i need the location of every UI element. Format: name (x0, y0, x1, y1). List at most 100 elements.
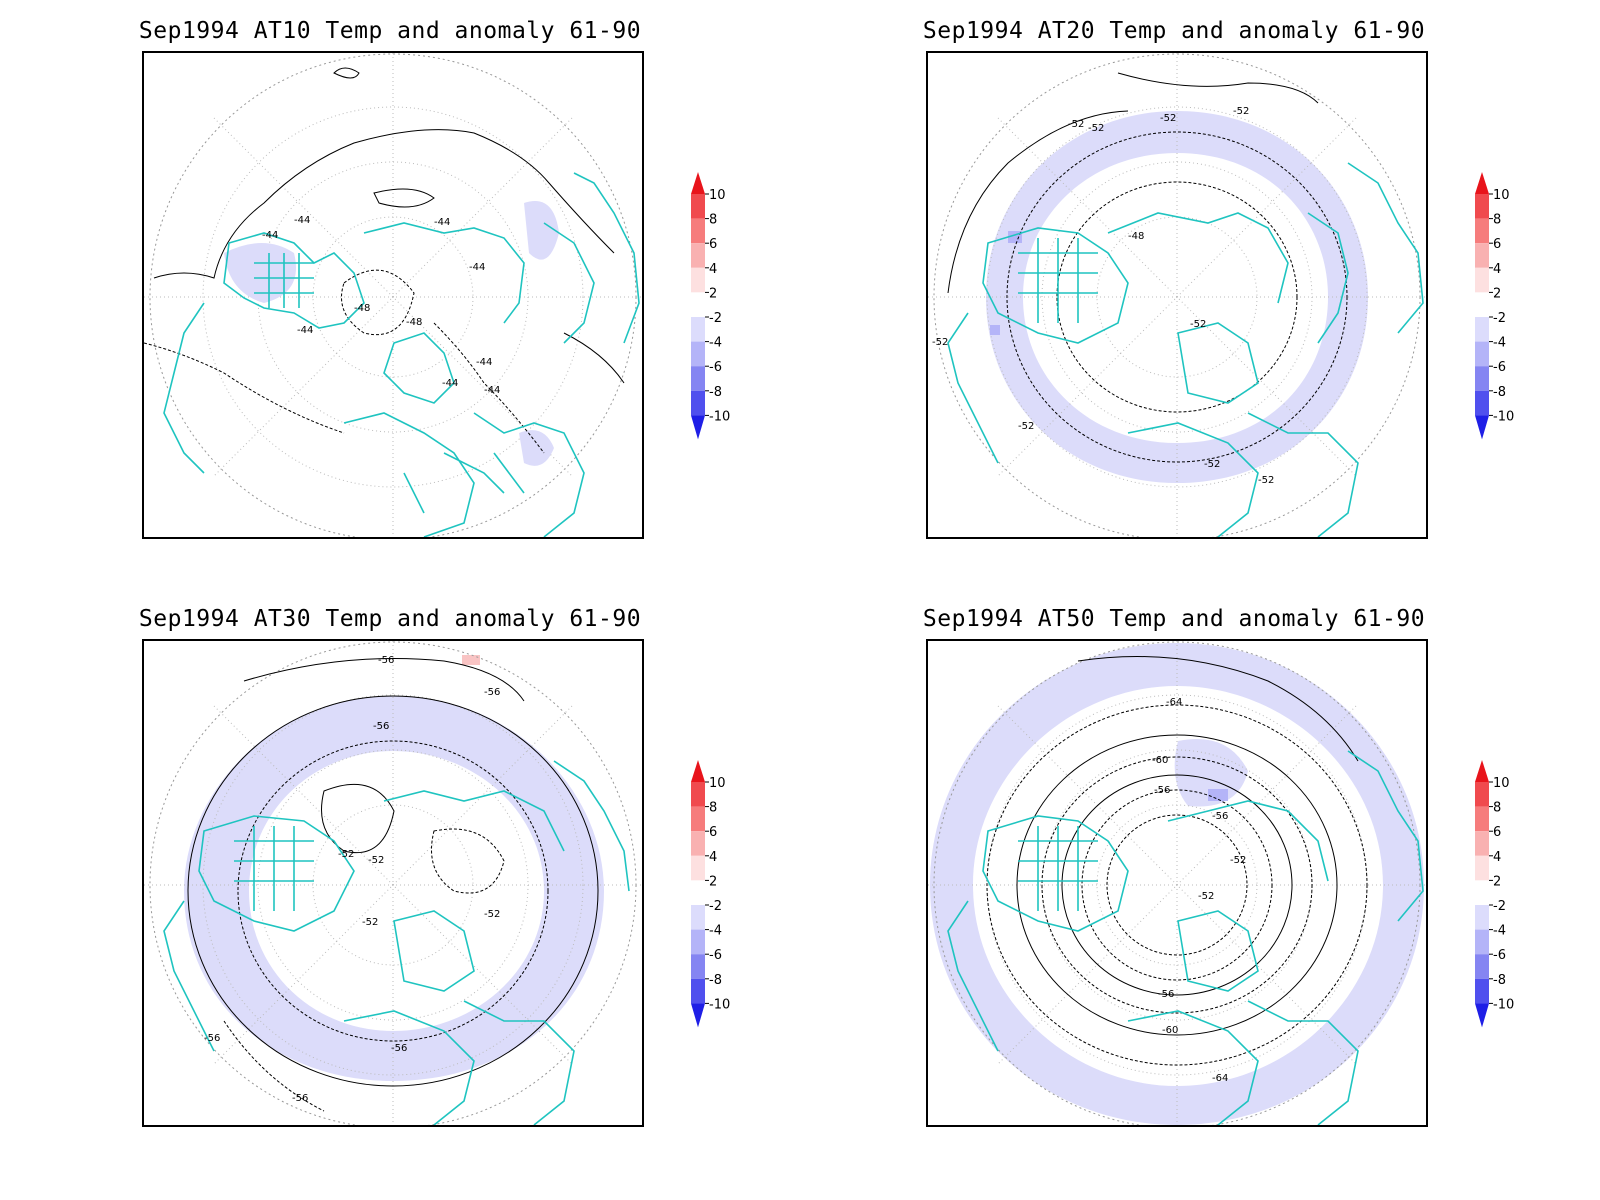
colorbar-segment (691, 855, 705, 881)
polar-map-2: -52 -52 -52 -52 -48 -52 -52 -52 -52 -52 (928, 53, 1426, 537)
colorbar-label: 6 (709, 825, 717, 840)
colorbar-label: -4 (709, 924, 722, 939)
svg-text:-52: -52 (1233, 106, 1249, 117)
svg-text:-44: -44 (434, 217, 450, 228)
svg-text:-56: -56 (292, 1093, 308, 1104)
colorbar-segment (691, 929, 705, 955)
svg-text:-44: -44 (297, 325, 313, 336)
colorbar-segment (691, 292, 705, 317)
colorbar-label: 2 (1493, 874, 1501, 889)
panel-1-title: Sep1994 AT10 Temp and anomaly 61-90 (138, 18, 642, 44)
panel-4-colorbar: 10 8 6 4 2 -2 -4 -6 -8 -10 (1469, 758, 1569, 1048)
colorbar-label: -10 (1493, 997, 1514, 1012)
colorbar-segment (691, 267, 705, 293)
svg-text:-44: -44 (484, 385, 500, 396)
svg-text:-52: -52 (484, 909, 500, 920)
colorbar-label: 4 (709, 850, 717, 865)
colorbar-segment (1475, 366, 1489, 391)
colorbar-label: 4 (709, 262, 717, 277)
colorbar-label: -8 (709, 973, 722, 988)
colorbar-4: 10 8 6 4 2 -2 -4 -6 -8 -10 (1475, 760, 1514, 1028)
colorbar-segment (1475, 341, 1489, 367)
svg-text:-52: -52 (1230, 855, 1246, 866)
panel-3-map: -56 -56 -56 -52 -52 -52 -52 -56 -56 -56 (142, 639, 644, 1127)
colorbar-label: -2 (709, 311, 722, 326)
colorbar-label: -6 (1493, 948, 1506, 963)
colorbar-label: 6 (709, 237, 717, 252)
colorbar-bottom-arrow (1475, 415, 1489, 440)
colorbar-bottom-arrow (1475, 1003, 1489, 1028)
colorbar-bottom-arrow (691, 1003, 705, 1028)
colorbar-label: 8 (1493, 213, 1501, 228)
colorbar-segment (1475, 267, 1489, 293)
svg-text:-52: -52 (1204, 459, 1220, 470)
colorbar-segment (691, 243, 705, 268)
panel-3-title: Sep1994 AT30 Temp and anomaly 61-90 (138, 606, 642, 632)
colorbar-segment (1475, 831, 1489, 856)
colorbar-label: -6 (1493, 360, 1506, 375)
colorbar-label: 8 (709, 801, 717, 816)
svg-text:-56: -56 (204, 1033, 220, 1044)
colorbar-top-arrow (691, 172, 705, 194)
svg-text:-52: -52 (338, 849, 354, 860)
colorbar-segment (1475, 978, 1489, 1004)
colorbar-segment (691, 978, 705, 1004)
panel-4-map: -64 -60 -56 -56 -52 -52 -56 -60 -64 (926, 639, 1428, 1127)
colorbar-label: 8 (1493, 801, 1501, 816)
svg-text:-52: -52 (1198, 891, 1214, 902)
colorbar-label: 4 (1493, 850, 1501, 865)
colorbar-segment (1475, 806, 1489, 832)
colorbar-segment (1475, 218, 1489, 244)
svg-text:-44: -44 (476, 357, 492, 368)
svg-text:-56: -56 (391, 1043, 407, 1054)
colorbar-label: -4 (709, 336, 722, 351)
colorbar-label: -10 (709, 409, 730, 424)
colorbar-label: 10 (1493, 776, 1510, 791)
colorbar-1: 10 8 6 4 2 -2 -4 -6 -8 -10 (691, 172, 730, 440)
colorbar-segment (1475, 905, 1489, 930)
colorbar-label: -4 (1493, 924, 1506, 939)
colorbar-segment (1475, 782, 1489, 807)
colorbar-segment (691, 831, 705, 856)
colorbar-label: -6 (709, 948, 722, 963)
colorbar-segment (691, 806, 705, 832)
panel-1-map: -44 -44 -44 -44 -44 -48 -48 -44 -44 -44 (142, 51, 644, 539)
colorbar-segment (691, 194, 705, 219)
colorbar-label: 6 (1493, 825, 1501, 840)
colorbar-top-arrow (1475, 172, 1489, 194)
colorbar-label: -8 (1493, 973, 1506, 988)
colorbar-label: 2 (709, 286, 717, 301)
svg-text:-48: -48 (1128, 231, 1144, 242)
colorbar-label: 10 (709, 188, 726, 203)
colorbar-label: -2 (1493, 899, 1506, 914)
colorbar-segment (691, 880, 705, 905)
svg-text:-52: -52 (1160, 113, 1176, 124)
svg-text:-52: -52 (1018, 421, 1034, 432)
colorbar-label: -2 (1493, 311, 1506, 326)
colorbar-label: -10 (709, 997, 730, 1012)
colorbar-segment (691, 782, 705, 807)
panel-4-title: Sep1994 AT50 Temp and anomaly 61-90 (922, 606, 1426, 632)
svg-text:-60: -60 (1162, 1025, 1178, 1036)
colorbar-label: 10 (709, 776, 726, 791)
colorbar-label: -4 (1493, 336, 1506, 351)
panel-2-map: -52 -52 -52 -52 -48 -52 -52 -52 -52 -52 (926, 51, 1428, 539)
svg-text:-64: -64 (1212, 1073, 1228, 1084)
svg-text:-60: -60 (1152, 755, 1168, 766)
svg-text:-44: -44 (262, 230, 278, 241)
polar-map-4: -64 -60 -56 -56 -52 -52 -56 -60 -64 (928, 641, 1426, 1125)
colorbar-bottom-arrow (691, 415, 705, 440)
colorbar-label: -10 (1493, 409, 1514, 424)
colorbar-segment (1475, 390, 1489, 416)
colorbar-label: 4 (1493, 262, 1501, 277)
colorbar-top-arrow (691, 760, 705, 782)
svg-text:-44: -44 (442, 378, 458, 389)
colorbar-segment (1475, 292, 1489, 317)
colorbar-segment (691, 366, 705, 391)
svg-text:-44: -44 (294, 215, 310, 226)
colorbar-label: 2 (709, 874, 717, 889)
colorbar-segment (1475, 880, 1489, 905)
polar-map-1: -44 -44 -44 -44 -44 -48 -48 -44 -44 -44 (144, 53, 642, 537)
colorbar-segment (691, 954, 705, 979)
svg-text:-48: -48 (406, 317, 422, 328)
